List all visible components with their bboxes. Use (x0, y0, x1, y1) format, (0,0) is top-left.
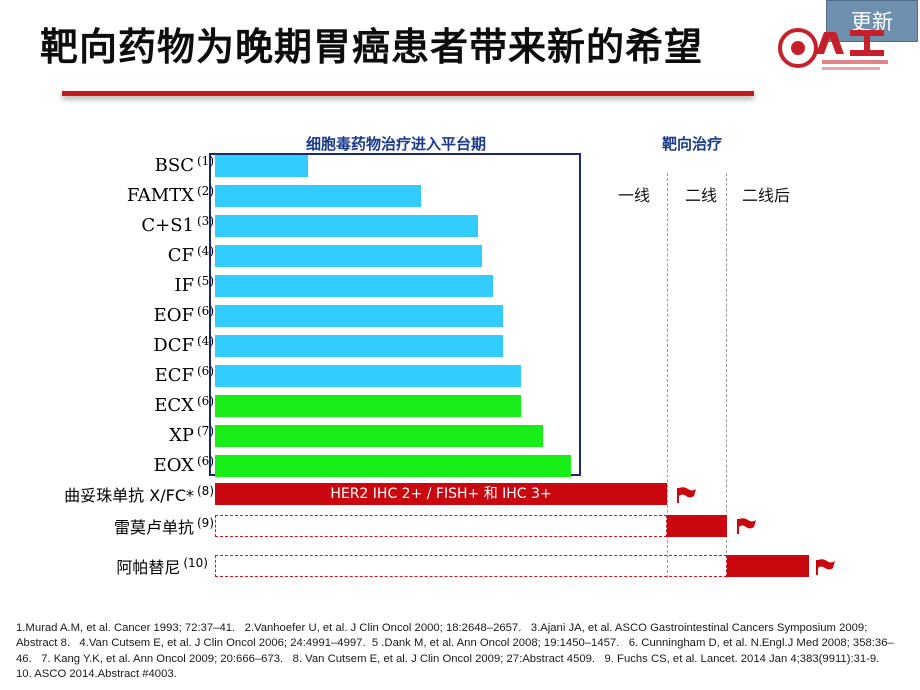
regimen-reference: (6) (197, 364, 214, 378)
regimen-label: BSC (1) (155, 154, 214, 176)
regimen-bar (215, 365, 521, 387)
regimen-label: IF (5) (174, 274, 214, 296)
regimen-name: EOX (153, 455, 194, 476)
regimen-bar (215, 395, 521, 417)
brand-logo (762, 26, 912, 78)
regimen-name: EOF (153, 305, 194, 326)
regimen-reference: (3) (197, 214, 214, 228)
logo-wordmark (815, 28, 892, 56)
regimen-label: ECF (6) (155, 364, 214, 386)
regimen-reference: (7) (197, 424, 214, 438)
regimen-label: FAMTX (2) (127, 184, 214, 206)
line-label-second: 二线 (685, 186, 718, 205)
apatinib-bar (727, 555, 809, 577)
regimen-name: FAMTX (126, 185, 194, 206)
line-label-first: 一线 (618, 186, 651, 205)
divider-second-later (726, 173, 727, 578)
apatinib-outline (215, 555, 727, 577)
regimen-name: BSC (154, 155, 194, 176)
flag-icon (816, 559, 835, 575)
regimen-name: ECF (154, 365, 194, 386)
regimen-label: EOF (6) (154, 304, 214, 326)
regimen-label: EOX (6) (154, 454, 214, 476)
line-label-later: 二线后 (742, 186, 791, 205)
regimen-bar (215, 245, 482, 267)
regimen-reference: (5) (197, 274, 214, 288)
targeted-row-label-trastuzumab: 曲妥珠单抗 X/FC* (8) (64, 484, 214, 505)
regimen-bar (215, 335, 503, 357)
references-footnote: 1.Murad A.M, et al. Cancer 1993; 72:37–4… (16, 622, 894, 681)
regimen-bar (215, 305, 503, 327)
flag-icon (677, 487, 696, 503)
page-title: 靶向药物为晚期胃癌患者带来新的希望 (40, 25, 704, 69)
targeted-row-label-apatinib: 阿帕替尼 (10) (116, 556, 208, 577)
regimen-reference: (6) (197, 394, 214, 408)
regimen-reference: (6) (197, 304, 214, 318)
title-underline (62, 91, 754, 96)
regimen-name: ECX (154, 395, 194, 416)
regimen-name: C+S1 (141, 215, 194, 236)
regimen-label: DCF (4) (153, 334, 214, 356)
regimen-label: ECX (6) (154, 394, 214, 416)
flag-icon (737, 518, 756, 534)
regimen-bar (215, 275, 493, 297)
logo-ring-icon (778, 28, 818, 68)
regimen-reference: (2) (197, 184, 214, 198)
divider-first-second (667, 173, 668, 578)
regimen-bar (215, 455, 571, 477)
ramucirumab-outline (215, 515, 667, 537)
regimen-name: CF (167, 245, 194, 266)
regimen-reference: (1) (197, 154, 214, 168)
trastuzumab-bar: HER2 IHC 2+ / FISH+ 和 IHC 3+ (215, 483, 667, 505)
regimen-reference: (4) (197, 244, 214, 258)
regimen-name: XP (169, 425, 194, 446)
regimen-bar (215, 215, 478, 237)
regimen-label: CF (4) (168, 244, 214, 266)
regimen-name: DCF (153, 335, 194, 356)
regimen-bar (215, 425, 543, 447)
regimen-label: C+S1 (3) (141, 214, 214, 236)
targeted-row-label-ramucirumab: 雷莫卢单抗 (9) (113, 516, 214, 537)
regimen-name: IF (174, 275, 194, 296)
regimen-bar (215, 185, 421, 207)
regimen-label: XP (7) (169, 424, 214, 446)
regimen-bar (215, 155, 308, 177)
ramucirumab-bar (667, 515, 727, 537)
regimen-reference: (6) (197, 454, 214, 468)
targeted-header: 靶向治疗 (662, 135, 723, 153)
regimen-reference: (4) (197, 334, 214, 348)
chemo-header: 细胞毒药物治疗进入平台期 (306, 135, 487, 153)
